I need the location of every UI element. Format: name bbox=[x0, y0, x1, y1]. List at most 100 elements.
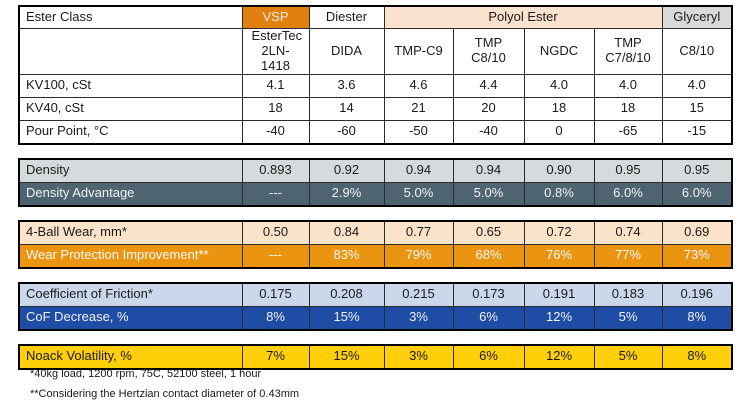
row-label: 4-Ball Wear, mm* bbox=[18, 220, 243, 245]
table-row-kv100: KV100, cSt 4.1 3.6 4.6 4.4 4.0 4.0 4.0 bbox=[18, 73, 733, 98]
table-row-density: Density 0.893 0.92 0.94 0.94 0.90 0.95 0… bbox=[18, 158, 733, 183]
data-cell: 5.0% bbox=[383, 181, 454, 207]
data-cell: 4.0 bbox=[593, 73, 663, 98]
class-header-row: Ester Class VSP Diester Polyol Ester Gly… bbox=[18, 5, 733, 29]
data-cell: 0.94 bbox=[452, 158, 525, 183]
ester-class-table: Ester Class VSP Diester Polyol Ester Gly… bbox=[18, 5, 733, 145]
data-cell: 0.65 bbox=[452, 220, 525, 245]
footnote-test-conditions: *40kg load, 1200 rpm, 75C, 52100 steel, … bbox=[30, 368, 262, 380]
data-cell: 0.95 bbox=[661, 158, 733, 183]
class-header-vsp: VSP bbox=[241, 5, 310, 29]
data-cell: 0.95 bbox=[593, 158, 663, 183]
product-header: C8/10 bbox=[661, 28, 733, 75]
data-cell: 20 bbox=[452, 96, 525, 121]
table-row-density-advantage: Density Advantage --- 2.9% 5.0% 5.0% 0.8… bbox=[18, 181, 733, 207]
data-cell: 0.173 bbox=[452, 282, 525, 307]
data-cell: 6% bbox=[452, 344, 525, 370]
data-cell: 0.84 bbox=[308, 220, 385, 245]
data-cell: 21 bbox=[383, 96, 454, 121]
data-cell: -15 bbox=[661, 119, 733, 145]
product-header: TMP-C9 bbox=[383, 28, 454, 75]
data-cell: 6% bbox=[452, 305, 525, 331]
data-cell: 6.0% bbox=[593, 181, 663, 207]
table-row-4ball-wear: 4-Ball Wear, mm* 0.50 0.84 0.77 0.65 0.7… bbox=[18, 220, 733, 245]
table-row-kv40: KV40, cSt 18 14 21 20 18 18 15 bbox=[18, 96, 733, 121]
data-cell: 12% bbox=[523, 344, 595, 370]
data-cell: -65 bbox=[593, 119, 663, 145]
data-cell: -50 bbox=[383, 119, 454, 145]
row-label: Pour Point, °C bbox=[18, 119, 243, 145]
row-label: Wear Protection Improvement** bbox=[18, 243, 243, 269]
data-cell: 8% bbox=[661, 344, 733, 370]
data-cell: 18 bbox=[593, 96, 663, 121]
data-cell: 77% bbox=[593, 243, 663, 269]
tables-area: Ester Class VSP Diester Polyol Ester Gly… bbox=[18, 5, 733, 383]
empty-header-cell bbox=[18, 28, 243, 75]
data-cell: 0.77 bbox=[383, 220, 454, 245]
footnote-hertzian-diameter: **Considering the Hertzian contact diame… bbox=[30, 388, 300, 400]
data-cell: 3% bbox=[383, 305, 454, 331]
row-label: KV40, cSt bbox=[18, 96, 243, 121]
data-cell: -40 bbox=[452, 119, 525, 145]
data-cell: 0.215 bbox=[383, 282, 454, 307]
data-cell: 0.208 bbox=[308, 282, 385, 307]
data-cell: 5% bbox=[593, 305, 663, 331]
row-label: CoF Decrease, % bbox=[18, 305, 243, 331]
data-cell: 5.0% bbox=[452, 181, 525, 207]
corner-header: Ester Class bbox=[18, 5, 243, 29]
data-cell: 4.0 bbox=[523, 73, 595, 98]
row-label: Coefficient of Friction* bbox=[18, 282, 243, 307]
data-cell: 12% bbox=[523, 305, 595, 331]
table-row-coefficient-friction: Coefficient of Friction* 0.175 0.208 0.2… bbox=[18, 282, 733, 307]
data-cell: 0.175 bbox=[241, 282, 310, 307]
product-header: TMP C7/8/10 bbox=[593, 28, 663, 75]
data-cell: 73% bbox=[661, 243, 733, 269]
product-header: TMP C8/10 bbox=[452, 28, 525, 75]
data-cell: 4.1 bbox=[241, 73, 310, 98]
row-label: KV100, cSt bbox=[18, 73, 243, 98]
data-cell: 0.92 bbox=[308, 158, 385, 183]
product-header: NGDC bbox=[523, 28, 595, 75]
product-header: EsterTec 2LN-1418 bbox=[241, 28, 310, 75]
density-table: Density 0.893 0.92 0.94 0.94 0.90 0.95 0… bbox=[18, 157, 733, 207]
data-cell: 14 bbox=[308, 96, 385, 121]
data-cell: 3% bbox=[383, 344, 454, 370]
data-cell: 0 bbox=[523, 119, 595, 145]
data-cell: 0.191 bbox=[523, 282, 595, 307]
row-label: Density Advantage bbox=[18, 181, 243, 207]
table-row-wear-protection: Wear Protection Improvement** --- 83% 79… bbox=[18, 243, 733, 269]
data-cell: 0.893 bbox=[241, 158, 310, 183]
data-cell: 5% bbox=[593, 344, 663, 370]
data-cell: 8% bbox=[241, 305, 310, 331]
data-cell: 15% bbox=[308, 305, 385, 331]
product-header-row: EsterTec 2LN-1418 DIDA TMP-C9 TMP C8/10 … bbox=[18, 28, 733, 75]
table-row-cof-decrease: CoF Decrease, % 8% 15% 3% 6% 12% 5% 8% bbox=[18, 305, 733, 331]
data-cell: --- bbox=[241, 243, 310, 269]
data-cell: 0.74 bbox=[593, 220, 663, 245]
data-cell: 0.8% bbox=[523, 181, 595, 207]
data-cell: 83% bbox=[308, 243, 385, 269]
data-cell: 0.69 bbox=[661, 220, 733, 245]
data-cell: 4.6 bbox=[383, 73, 454, 98]
data-cell: -60 bbox=[308, 119, 385, 145]
data-cell: --- bbox=[241, 181, 310, 207]
data-cell: 68% bbox=[452, 243, 525, 269]
table-row-noack-volatility: Noack Volatility, % 7% 15% 3% 6% 12% 5% … bbox=[18, 344, 733, 370]
class-header-polyol-ester: Polyol Ester bbox=[383, 5, 663, 29]
class-header-diester: Diester bbox=[308, 5, 385, 29]
product-header: DIDA bbox=[308, 28, 385, 75]
data-cell: 0.90 bbox=[523, 158, 595, 183]
data-cell: 0.50 bbox=[241, 220, 310, 245]
friction-table: Coefficient of Friction* 0.175 0.208 0.2… bbox=[18, 281, 733, 331]
data-cell: 7% bbox=[241, 344, 310, 370]
data-cell: 0.94 bbox=[383, 158, 454, 183]
data-cell: 3.6 bbox=[308, 73, 385, 98]
data-cell: 8% bbox=[661, 305, 733, 331]
footnotes: *40kg load, 1200 rpm, 75C, 52100 steel, … bbox=[30, 368, 299, 406]
row-label: Noack Volatility, % bbox=[18, 344, 243, 370]
noack-table: Noack Volatility, % 7% 15% 3% 6% 12% 5% … bbox=[18, 343, 733, 370]
data-cell: 2.9% bbox=[308, 181, 385, 207]
data-cell: 15 bbox=[661, 96, 733, 121]
row-label: Density bbox=[18, 158, 243, 183]
data-cell: 18 bbox=[241, 96, 310, 121]
